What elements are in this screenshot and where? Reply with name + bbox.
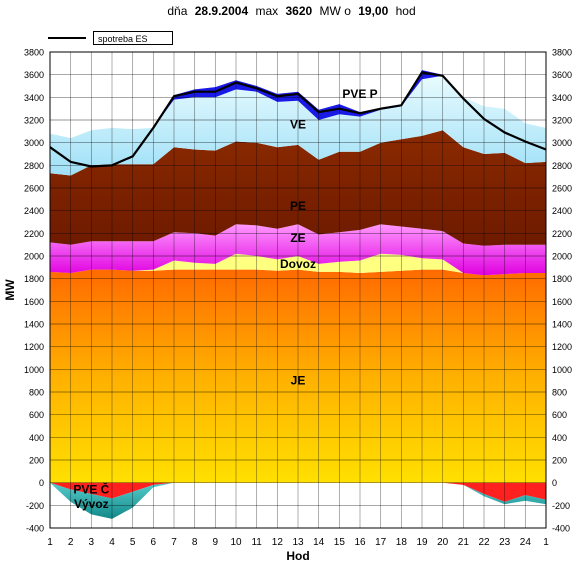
y-tick-label-right: 600 bbox=[552, 410, 567, 420]
area-label: PE bbox=[290, 199, 306, 213]
y-tick-label-left: 1000 bbox=[24, 365, 44, 375]
y-tick-label-left: 600 bbox=[29, 410, 44, 420]
area-dovoz bbox=[50, 253, 546, 276]
max-value: 3620 bbox=[285, 4, 313, 18]
y-tick-label-left: 2000 bbox=[24, 252, 44, 262]
y-tick-label-right: 3200 bbox=[552, 116, 572, 126]
y-tick-label-right: 1200 bbox=[552, 342, 572, 352]
y-tick-label-left: 800 bbox=[29, 388, 44, 398]
x-tick-label: 15 bbox=[334, 537, 346, 548]
x-tick-label: 2 bbox=[68, 537, 74, 548]
x-tick-label: 7 bbox=[171, 537, 177, 548]
y-tick-label-right: -200 bbox=[552, 501, 570, 511]
y-tick-label-left: -400 bbox=[26, 524, 44, 534]
x-tick-label: 4 bbox=[109, 537, 115, 548]
x-tick-label: 1 bbox=[47, 537, 53, 548]
x-tick-label: 17 bbox=[375, 537, 387, 548]
x-tick-label: 18 bbox=[396, 537, 408, 548]
y-tick-label-left: 1200 bbox=[24, 342, 44, 352]
x-tick-label: 12 bbox=[272, 537, 284, 548]
area-vyvoz bbox=[50, 482, 546, 519]
y-tick-label-left: 3400 bbox=[24, 93, 44, 103]
date-value: 28.9.2004 bbox=[194, 4, 249, 18]
x-tick-label: 20 bbox=[437, 537, 449, 548]
y-tick-label-right: 3800 bbox=[552, 48, 572, 58]
x-tick-label: 10 bbox=[230, 537, 242, 548]
y-tick-label-left: 400 bbox=[29, 433, 44, 443]
plot-border bbox=[49, 51, 547, 529]
x-tick-label: 1 bbox=[543, 537, 549, 548]
y-tick-label-left: 0 bbox=[39, 478, 44, 488]
y-tick-label-left: 200 bbox=[29, 456, 44, 466]
y-tick-label-left: 3200 bbox=[24, 116, 44, 126]
x-tick-label: 11 bbox=[251, 537, 262, 548]
y-tick-label-right: 200 bbox=[552, 456, 567, 466]
area-label: Dovoz bbox=[280, 257, 316, 271]
x-tick-label: 21 bbox=[458, 537, 470, 548]
y-tick-label-left: 1600 bbox=[24, 297, 44, 307]
y-tick-label-left: 2600 bbox=[24, 184, 44, 194]
y-tick-label-left: 2800 bbox=[24, 161, 44, 171]
time-unit: hod bbox=[395, 4, 416, 18]
area-label: ZE bbox=[290, 231, 305, 245]
x-tick-label: 19 bbox=[416, 537, 428, 548]
time-value: 19,00 bbox=[358, 4, 389, 18]
unit-label: MW o bbox=[319, 4, 351, 18]
y-axis-title: MW bbox=[3, 279, 17, 301]
area-label: Vývoz bbox=[74, 497, 109, 511]
x-tick-label: 5 bbox=[130, 537, 136, 548]
area-pve-c bbox=[50, 482, 546, 502]
x-tick-label: 9 bbox=[213, 537, 219, 548]
y-tick-label-right: 1400 bbox=[552, 320, 572, 330]
area-label: VE bbox=[290, 118, 306, 132]
y-tick-label-right: 2000 bbox=[552, 252, 572, 262]
y-tick-label-left: 3000 bbox=[24, 138, 44, 148]
y-tick-label-left: 1400 bbox=[24, 320, 44, 330]
x-tick-label: 3 bbox=[89, 537, 95, 548]
y-tick-label-left: 2400 bbox=[24, 206, 44, 216]
y-tick-label-right: 2800 bbox=[552, 161, 572, 171]
x-tick-label: 16 bbox=[354, 537, 366, 548]
area-ze bbox=[50, 224, 546, 276]
legend-line-swatch bbox=[48, 37, 86, 39]
y-tick-label-left: 1800 bbox=[24, 274, 44, 284]
x-axis-title: Hod bbox=[286, 549, 309, 563]
x-tick-label: 14 bbox=[313, 537, 325, 548]
x-tick-label: 24 bbox=[520, 537, 532, 548]
x-tick-label: 8 bbox=[192, 537, 198, 548]
x-tick-label: 6 bbox=[151, 537, 157, 548]
y-tick-label-right: 3600 bbox=[552, 70, 572, 80]
y-tick-label-right: 0 bbox=[552, 478, 557, 488]
y-tick-label-right: 2200 bbox=[552, 229, 572, 239]
y-tick-label-right: 400 bbox=[552, 433, 567, 443]
area-ve bbox=[50, 75, 546, 176]
y-tick-label-left: -200 bbox=[26, 501, 44, 511]
day-label: dňa bbox=[167, 4, 188, 18]
x-tick-label: 23 bbox=[499, 537, 511, 548]
chart-header: dňa 28.9.2004 max 3620 MW o 19,00 hod bbox=[0, 4, 583, 18]
x-tick-label: 22 bbox=[478, 537, 490, 548]
line-spotreba-es bbox=[49, 71, 547, 168]
area-je bbox=[50, 269, 546, 483]
x-tick-label: 13 bbox=[292, 537, 304, 548]
y-tick-label-right: 800 bbox=[552, 388, 567, 398]
y-tick-label-left: 3600 bbox=[24, 70, 44, 80]
y-tick-label-left: 2200 bbox=[24, 229, 44, 239]
y-tick-label-right: 3000 bbox=[552, 138, 572, 148]
y-tick-label-right: 2600 bbox=[552, 184, 572, 194]
y-tick-label-right: 1600 bbox=[552, 297, 572, 307]
area-label: PVE Č bbox=[73, 481, 109, 496]
y-tick-label-right: 2400 bbox=[552, 206, 572, 216]
y-tick-label-right: 3400 bbox=[552, 93, 572, 103]
legend-label: spotreba ES bbox=[93, 31, 173, 45]
area-label: PVE P bbox=[342, 87, 377, 101]
y-tick-label-right: -400 bbox=[552, 524, 570, 534]
y-tick-label-left: 3800 bbox=[24, 48, 44, 58]
area-label: JE bbox=[291, 374, 306, 388]
max-label: max bbox=[255, 4, 279, 18]
y-tick-label-right: 1800 bbox=[552, 274, 572, 284]
y-tick-label-right: 1000 bbox=[552, 365, 572, 375]
